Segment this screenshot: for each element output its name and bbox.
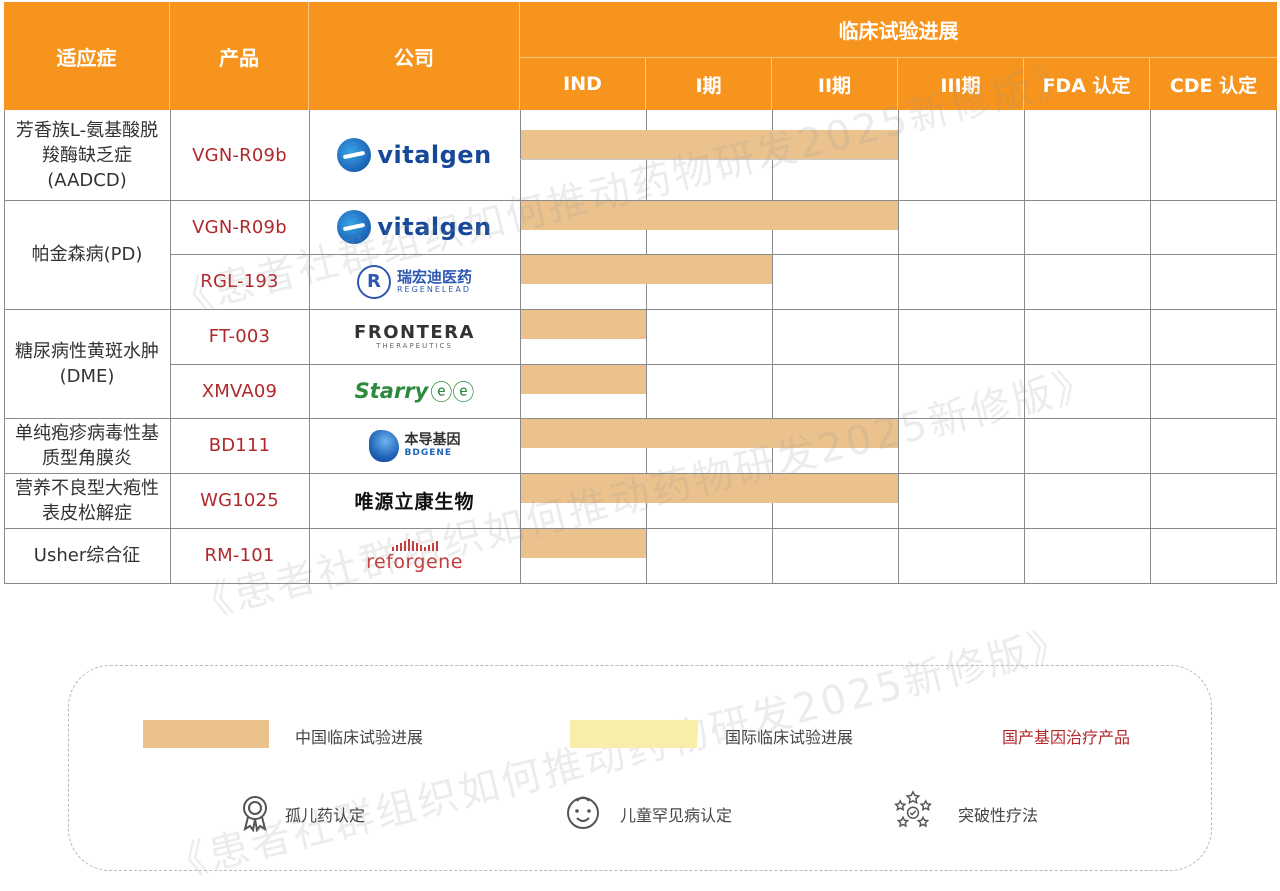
vitalgen-mark-icon — [337, 210, 372, 244]
header-stage-phase1: I期 — [646, 57, 772, 110]
china-progress-bar — [521, 365, 646, 394]
company-logo-starry: Starry ⓔⓔ — [309, 364, 520, 418]
china-progress-bar — [521, 201, 898, 230]
header-stage-fda: FDA 认定 — [1024, 57, 1150, 110]
header-stage-phase2: II期 — [772, 57, 898, 110]
header-company: 公司 — [309, 2, 520, 110]
legend-orphan-label: 孤儿药认定 — [285, 806, 366, 825]
header-product: 产品 — [170, 2, 309, 110]
indication-pd: 帕金森病(PD) — [31, 244, 143, 265]
bdgene-mark-icon — [368, 429, 399, 462]
legend-intl-label: 国际临床试验进展 — [725, 728, 854, 747]
company-logo-bdgene: 本导基因 BDGENE — [309, 418, 520, 473]
header-stage-phase3: III期 — [898, 57, 1024, 110]
header-stage-cde: CDE 认定 — [1150, 57, 1277, 110]
legend-breakthrough-label: 突破性疗法 — [958, 806, 1039, 825]
china-progress-bar — [521, 310, 646, 339]
legend-pediatric-label: 儿童罕见病认定 — [620, 806, 733, 825]
company-logo-reforgene: reforgene — [309, 528, 520, 583]
header-indication: 适应症 — [4, 2, 170, 110]
china-progress-bar — [521, 474, 898, 503]
company-logo-vitalgen-2: vitalgen — [309, 200, 520, 254]
legend-domestic-label: 国产基因治疗产品 — [1002, 728, 1131, 747]
product-ft-003: FT-003 — [208, 326, 271, 347]
product-vgn-r09b-aadcd: VGN-R09b — [192, 144, 287, 166]
legend-china-label: 中国临床试验进展 — [295, 728, 424, 747]
china-progress-bar — [521, 529, 646, 558]
indication-deb: 营养不良型大疱性表皮松解症 — [15, 477, 159, 524]
company-logo-frontera: FRONTERA THERAPEUTICS — [354, 321, 475, 350]
indication-hsk: 单纯疱疹病毒性基质型角膜炎 — [15, 422, 159, 469]
product-rgl-193: RGL-193 — [200, 271, 279, 292]
product-vgn-r09b-pd: VGN-R09b — [192, 216, 287, 238]
indication-aadcd: 芳香族L-氨基酸脱羧酶缺乏症(AADCD) — [15, 119, 159, 191]
china-progress-bar — [521, 130, 898, 159]
china-progress-bar — [521, 255, 772, 284]
indication-dme: 糖尿病性黄斑水肿(DME) — [15, 340, 159, 387]
company-logo-regenelead: R 瑞宏迪医药 REGENELEAD — [309, 254, 520, 309]
legend-panel: 中国临床试验进展 国际临床试验进展 国产基因治疗产品 孤儿药认定 儿童罕见病认定… — [68, 665, 1212, 871]
orphan-drug-icon — [243, 796, 267, 832]
indication-usher: Usher综合征 — [33, 545, 141, 566]
reforgene-bars-icon — [391, 539, 438, 551]
company-logo-vitalgen-1: vitalgen — [309, 110, 520, 200]
product-xmva09: XMVA09 — [201, 380, 278, 402]
company-logo-weiyuan: 唯源立康生物 — [354, 491, 475, 513]
product-wg1025: WG1025 — [200, 490, 279, 511]
product-rm-101: RM-101 — [204, 545, 275, 566]
regenelead-mark-icon: R — [356, 264, 391, 299]
pediatric-face-icon — [567, 796, 599, 829]
header-clinical-progress: 临床试验进展 — [520, 2, 1277, 57]
breakthrough-stars-icon — [894, 790, 932, 828]
starry-eyes-icon: ⓔⓔ — [430, 381, 475, 406]
header-stage-ind: IND — [520, 57, 646, 110]
legend-china-swatch — [143, 720, 269, 748]
pipeline-table: 适应症 产品 公司 临床试验进展 IND I期 II期 III期 FDA 认定 … — [4, 2, 1277, 584]
china-progress-bar — [521, 419, 898, 448]
vitalgen-mark-icon — [337, 138, 372, 172]
legend-intl-swatch — [570, 720, 697, 748]
product-bd111: BD111 — [208, 435, 271, 456]
